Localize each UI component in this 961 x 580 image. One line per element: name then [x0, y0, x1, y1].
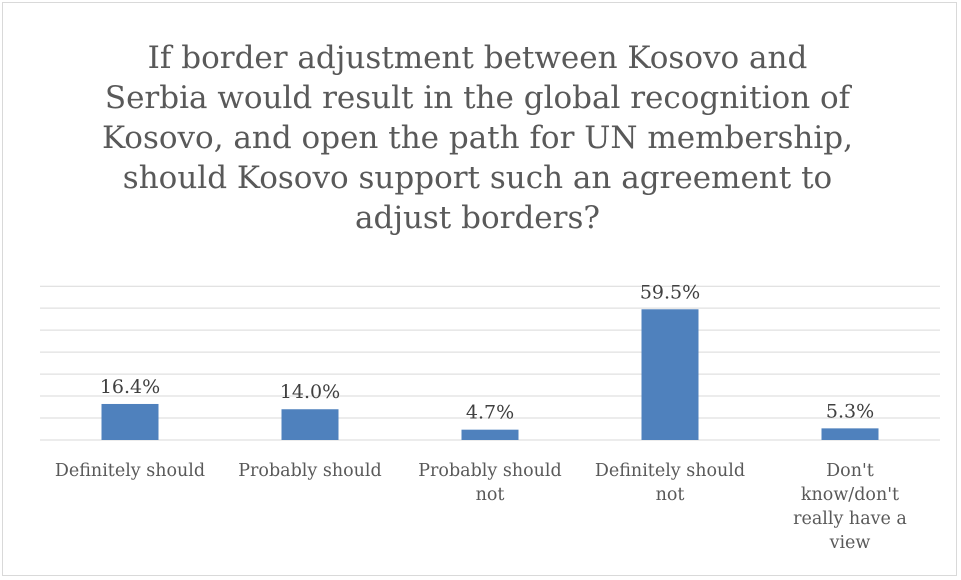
x-tick-label: Probably should	[238, 461, 381, 481]
x-tick-label: Don't know/don't really have a view	[793, 461, 907, 553]
x-tick-label: Definitely should not	[595, 461, 745, 505]
x-tick-label-line: Definitely should	[595, 461, 745, 481]
x-tick-label-line: really have a	[793, 509, 907, 529]
bar	[641, 309, 699, 440]
chart-title-line: adjust borders?	[355, 200, 600, 236]
bar	[281, 409, 339, 440]
chart-title: If border adjustment between Kosovo and S…	[40, 38, 915, 238]
x-tick-label-line: Don't	[826, 461, 874, 481]
x-tick-label-line: Probably should	[238, 461, 381, 481]
x-tick-label-line: Probably should	[418, 461, 561, 481]
chart-title-line: should Kosovo support such an agreement …	[122, 160, 833, 196]
x-tick-label-line: know/don't	[801, 485, 899, 505]
bar	[821, 428, 879, 440]
x-tick-label-line: Definitely should	[55, 461, 205, 481]
x-tick-label-line: view	[829, 533, 871, 553]
x-tick-label: Definitely should	[55, 461, 205, 481]
x-tick-label: Probably should not	[418, 461, 561, 505]
x-tick-label-line: not	[476, 485, 505, 505]
data-label: 5.3%	[826, 400, 874, 422]
chart-title-line: Kosovo, and open the path for UN members…	[101, 120, 854, 156]
data-label: 16.4%	[100, 376, 160, 398]
chart-title-line: Serbia would result in the global recogn…	[104, 80, 851, 116]
x-tick-label-line: not	[656, 485, 685, 505]
data-label: 4.7%	[466, 402, 514, 424]
data-label: 14.0%	[280, 381, 340, 403]
chart-title-line: If border adjustment between Kosovo and	[147, 40, 808, 76]
data-label: 59.5%	[640, 281, 700, 303]
bar	[101, 403, 159, 440]
bar	[461, 429, 519, 440]
